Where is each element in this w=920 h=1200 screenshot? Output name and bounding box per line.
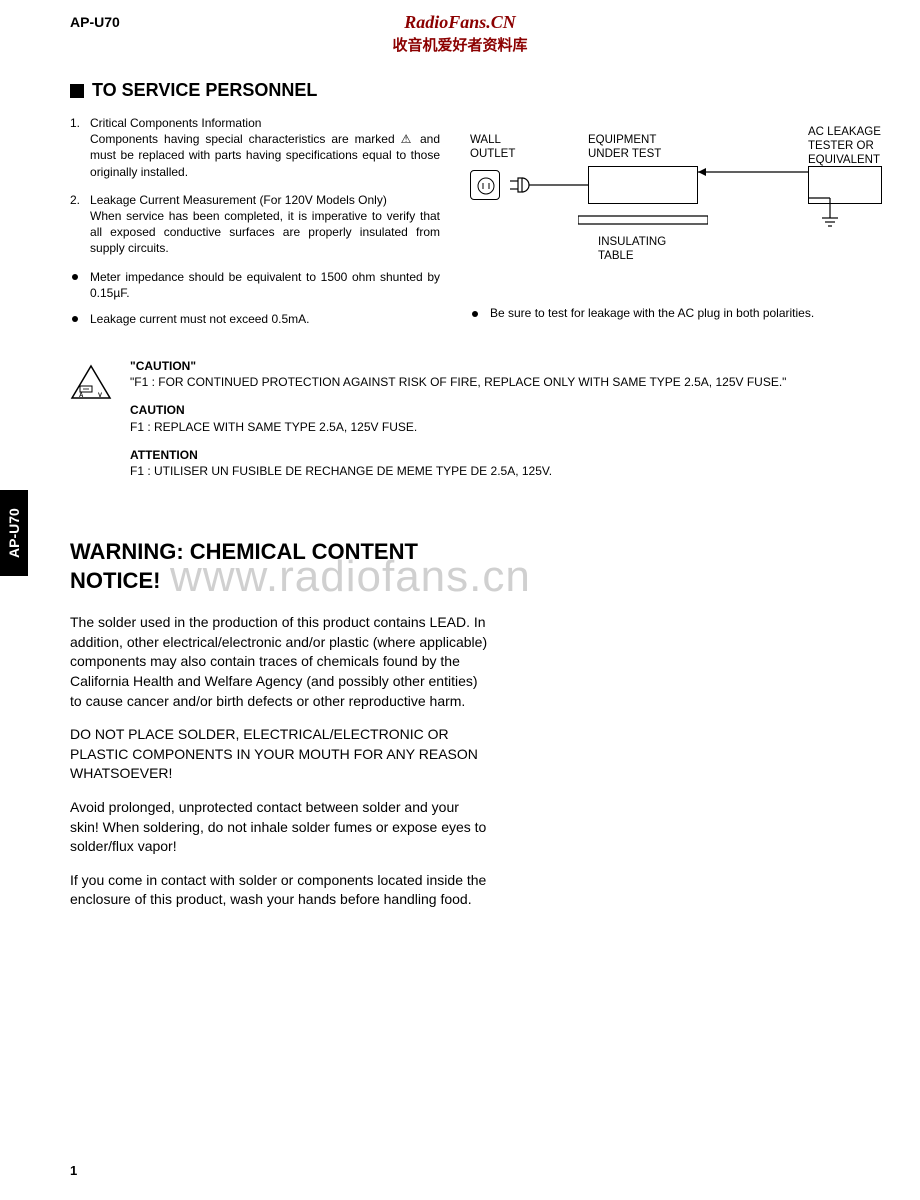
warning-block: WARNING: CHEMICAL CONTENT NOTICE! The so… (70, 538, 490, 924)
side-tab: AP-U70 (0, 490, 28, 576)
left-column: 1. Critical Components Information Compo… (70, 115, 440, 337)
section-title-text: TO SERVICE PERSONNEL (92, 80, 317, 101)
item-body: Components having special characteristic… (90, 131, 440, 180)
item-title: Leakage Current Measurement (For 120V Mo… (90, 192, 440, 208)
caution-heading: ATTENTION (130, 447, 786, 463)
page-number: 1 (70, 1163, 77, 1178)
bullet-text: Be sure to test for leakage with the AC … (490, 306, 814, 320)
square-icon (70, 84, 84, 98)
list-item: 2. Leakage Current Measurement (For 120V… (70, 192, 440, 257)
section-title: TO SERVICE PERSONNEL (70, 80, 317, 101)
wall-outlet-box (470, 170, 500, 200)
outlet-icon (471, 171, 501, 201)
header-cn: 收音机爱好者资料库 (0, 34, 920, 55)
diagram-label-insulating: INSULATING TABLE (598, 236, 666, 264)
wire-ground-icon (698, 194, 858, 244)
list-item: Meter impedance should be equivalent to … (70, 269, 440, 301)
warning-paragraph: The solder used in the production of thi… (70, 613, 490, 711)
bullet-text: Leakage current must not exceed 0.5mA. (90, 311, 309, 327)
bullet-text: Meter impedance should be equivalent to … (90, 269, 440, 301)
header-site: RadioFans.CN (0, 12, 920, 33)
plug-icon (510, 174, 540, 196)
bullet-icon (72, 274, 78, 280)
item-body: When service has been completed, it is i… (90, 208, 440, 257)
bullet-icon (72, 316, 78, 322)
right-column: WALL OUTLET EQUIPMENT UNDER TEST AC LEAK… (470, 126, 890, 286)
caution-heading: CAUTION (130, 402, 786, 418)
list-item: Be sure to test for leakage with the AC … (470, 306, 870, 320)
item-number: 1. (70, 115, 80, 180)
caution-block: A V "CAUTION" "F1 : FOR CONTINUED PROTEC… (70, 358, 870, 479)
bullet-icon (472, 311, 478, 317)
warning-title: WARNING: CHEMICAL CONTENT NOTICE! (70, 538, 490, 595)
warning-paragraph: Avoid prolonged, unprotected contact bet… (70, 798, 490, 857)
list-item: 1. Critical Components Information Compo… (70, 115, 440, 180)
item-number: 2. (70, 192, 80, 257)
caution-triangle-icon: A V (70, 364, 112, 479)
diagram-label-equipment: EQUIPMENT UNDER TEST (588, 134, 661, 162)
warning-paragraph: DO NOT PLACE SOLDER, ELECTRICAL/ELECTRON… (70, 725, 490, 784)
caution-text: "CAUTION" "F1 : FOR CONTINUED PROTECTION… (130, 358, 786, 479)
diagram-label-wall: WALL OUTLET (470, 134, 515, 162)
wire-icon (540, 166, 588, 204)
leakage-diagram: WALL OUTLET EQUIPMENT UNDER TEST AC LEAK… (470, 126, 890, 286)
item-title: Critical Components Information (90, 115, 440, 131)
svg-text:V: V (98, 393, 102, 399)
svg-text:A: A (79, 393, 84, 399)
caution-heading: "CAUTION" (130, 358, 786, 374)
caution-body: F1 : UTILISER UN FUSIBLE DE RECHANGE DE … (130, 463, 786, 479)
equipment-box (588, 166, 698, 204)
insulating-bracket-icon (578, 214, 708, 234)
diagram-label-tester: AC LEAKAGE TESTER OR EQUIVALENT (808, 126, 881, 167)
caution-body: F1 : REPLACE WITH SAME TYPE 2.5A, 125V F… (130, 419, 786, 435)
caution-body: "F1 : FOR CONTINUED PROTECTION AGAINST R… (130, 374, 786, 390)
wire-icon (698, 166, 808, 176)
list-item: Leakage current must not exceed 0.5mA. (70, 311, 440, 327)
warning-paragraph: If you come in contact with solder or co… (70, 871, 490, 910)
